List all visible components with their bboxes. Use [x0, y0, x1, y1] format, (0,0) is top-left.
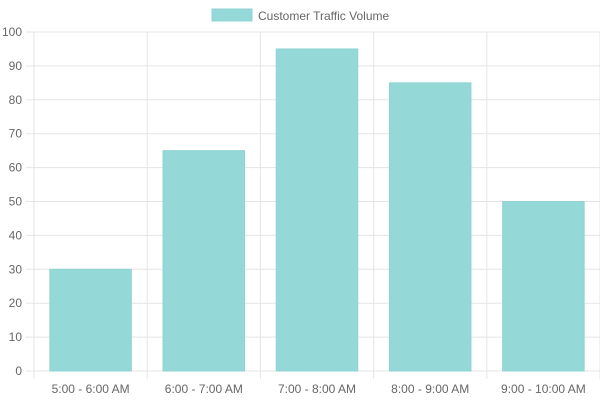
bar[interactable] — [502, 201, 585, 372]
x-tick-label: 7:00 - 8:00 AM — [278, 382, 356, 396]
y-tick-label: 0 — [15, 364, 22, 378]
y-tick-label: 70 — [9, 127, 23, 141]
bars — [49, 48, 585, 372]
legend-label: Customer Traffic Volume — [258, 9, 389, 23]
legend-swatch — [211, 8, 253, 22]
x-tick-label: 6:00 - 7:00 AM — [165, 382, 243, 396]
y-tick-label: 50 — [9, 195, 23, 209]
x-axis: 5:00 - 6:00 AM 6:00 - 7:00 AM 7:00 - 8:00 … — [52, 382, 586, 396]
x-tick-label: 8:00 - 9:00 AM — [391, 382, 469, 396]
legend[interactable]: Customer Traffic Volume — [211, 8, 389, 23]
bar[interactable] — [388, 82, 472, 372]
y-axis: 0 10 20 30 40 50 60 70 80 90 100 — [2, 25, 22, 378]
bar[interactable] — [49, 268, 132, 372]
y-tick-label: 100 — [2, 25, 22, 39]
bar[interactable] — [275, 48, 359, 372]
y-tick-label: 20 — [9, 296, 23, 310]
y-tick-label: 60 — [9, 161, 23, 175]
y-tick-label: 80 — [9, 93, 23, 107]
y-tick-label: 90 — [9, 59, 23, 73]
x-tick-label: 5:00 - 6:00 AM — [52, 382, 130, 396]
x-tick-label: 9:00 - 10:00 AM — [501, 382, 586, 396]
y-tick-label: 40 — [9, 228, 23, 242]
bar[interactable] — [162, 150, 246, 372]
y-tick-label: 10 — [9, 330, 23, 344]
y-tick-label: 30 — [9, 262, 23, 276]
